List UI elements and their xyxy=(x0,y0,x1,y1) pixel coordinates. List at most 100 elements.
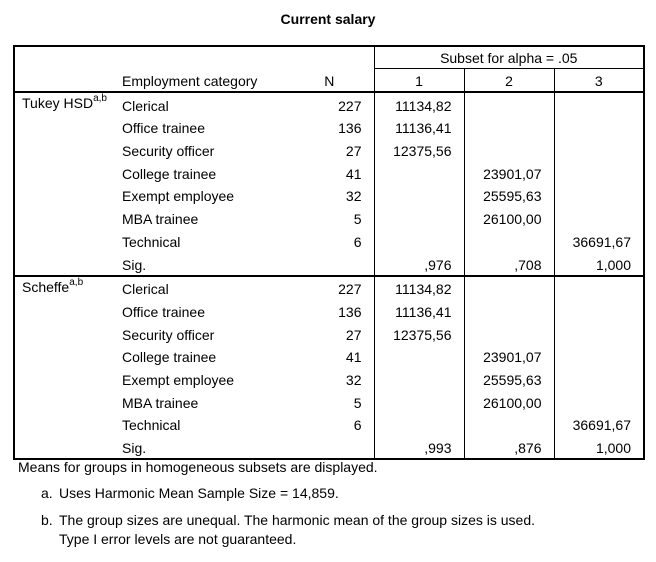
category-label: Security officer xyxy=(122,143,215,160)
n-value: 136 xyxy=(285,299,375,322)
footnote-a: Uses Harmonic Mean Sample Size = 14,859. xyxy=(59,485,339,501)
n-value xyxy=(285,435,375,459)
subset-1-header: 1 xyxy=(374,68,465,93)
subset-2-value xyxy=(464,92,555,116)
table-row: Technical 6 36691,67 xyxy=(14,412,644,436)
table-row: Security officer 27 12375,56 xyxy=(14,321,644,345)
category-label: Clerical xyxy=(119,274,285,300)
subset-2-value: 23901,07 xyxy=(464,344,555,368)
category-label: Exempt employee xyxy=(122,188,235,205)
subset-1-value: ,993 xyxy=(374,435,465,459)
subset-1-value xyxy=(374,206,465,230)
test-name-text: Scheffe xyxy=(22,278,70,295)
footnote-b-line2: Type I error levels are not guaranteed. xyxy=(59,531,297,547)
n-value: 136 xyxy=(285,115,375,139)
footnote-ref: a,b xyxy=(93,93,107,104)
n-value: 5 xyxy=(285,206,375,230)
table-row: Exempt employee 32 25595,63 xyxy=(14,183,644,207)
subset-3-value xyxy=(554,161,644,184)
table-row: Tukey HSDa,b Clerical 227 11134,82 xyxy=(14,92,644,116)
n-value: 27 xyxy=(285,138,375,162)
subset-3-value xyxy=(554,322,644,345)
table-row: Office trainee 136 11136,41 xyxy=(14,115,644,139)
category-label: MBA trainee xyxy=(122,394,199,411)
n-value: 227 xyxy=(285,274,375,300)
subset-2-value: 23901,07 xyxy=(464,161,555,184)
subset-1-value: 11136,41 xyxy=(374,115,465,139)
n-value: 27 xyxy=(285,321,375,345)
subset-2-value: 26100,00 xyxy=(464,206,555,230)
subset-3-value xyxy=(554,206,644,229)
subset-2-value: ,708 xyxy=(464,251,555,276)
homogeneous-subsets-table: N Subset for alpha = .05 Employment cate… xyxy=(13,45,645,460)
subset-3-header: 3 xyxy=(554,68,644,93)
category-label: Technical xyxy=(122,233,181,250)
table-row: Exempt employee 32 25595,63 xyxy=(14,367,644,390)
table-row: College trainee 41 23901,07 xyxy=(14,344,644,368)
subset-1-value xyxy=(374,367,465,390)
category-label: Clerical xyxy=(122,97,169,114)
table-row: MBA trainee 5 26100,00 xyxy=(14,206,644,230)
subset-3-value xyxy=(554,116,644,139)
footnote-b-line1: The group sizes are unequal. The harmoni… xyxy=(59,512,536,528)
category-label: Office trainee xyxy=(122,303,206,320)
subset-3-value xyxy=(554,274,644,300)
table-row: Technical 6 36691,67 xyxy=(14,229,644,252)
subset-1-value: 12375,56 xyxy=(374,138,465,162)
subset-1-value: ,976 xyxy=(374,251,465,276)
subset-3-value xyxy=(554,184,644,207)
n-value xyxy=(285,251,375,276)
subset-2-value xyxy=(464,229,555,252)
test-name-text: Tukey HSD xyxy=(22,95,94,111)
corner-cell xyxy=(14,46,285,69)
n-header: N xyxy=(285,46,375,93)
subset-2-header: 2 xyxy=(464,68,555,93)
category-header: Employment category xyxy=(119,68,285,93)
subset-1-value xyxy=(374,161,465,184)
table-row: Office trainee 136 11136,41 xyxy=(14,299,644,322)
category-label: Sig. xyxy=(122,256,147,273)
table-row: Sig. ,976,708 1,000 xyxy=(14,251,644,276)
subset-1-value xyxy=(374,183,465,207)
subset-3-value: 1,000 xyxy=(595,440,631,456)
category-label: Technical xyxy=(122,417,181,434)
subset-2-value xyxy=(464,299,555,322)
table-row: Security officer 27 12375,56 xyxy=(14,138,644,162)
subset-2-value: 25595,63 xyxy=(464,367,555,390)
category-label: College trainee xyxy=(122,349,217,366)
n-value: 6 xyxy=(285,412,375,436)
subset-3-value xyxy=(554,367,644,390)
footnote-b-marker: b. xyxy=(41,512,53,528)
category-label: Sig. xyxy=(122,440,147,456)
subset-3-value: 36691,67 xyxy=(572,233,631,250)
subset-1-value xyxy=(374,229,465,252)
subset-2-value xyxy=(464,321,555,345)
subset-1-value xyxy=(374,412,465,436)
subset-1-value: 11134,82 xyxy=(374,92,465,116)
n-value: 32 xyxy=(285,367,375,390)
category-label: College trainee xyxy=(122,165,217,182)
n-value: 227 xyxy=(285,92,375,116)
subset-3-value xyxy=(554,345,644,368)
subset-3-value xyxy=(554,138,644,161)
subset-3-value xyxy=(554,390,644,413)
table-row: College trainee 41 23901,07 xyxy=(14,161,644,184)
subset-3-value xyxy=(554,92,644,116)
category-label: MBA trainee xyxy=(122,211,199,228)
subset-2-value xyxy=(464,412,555,436)
subset-2-value: 25595,63 xyxy=(464,183,555,207)
subset-2-value: ,876 xyxy=(464,435,555,459)
subset-header: Subset for alpha = .05 xyxy=(374,46,644,69)
table-row: Scheffea,b Clerical 227 11134,82 xyxy=(14,274,644,459)
table-row: Sig. ,993,876 1,000 xyxy=(14,435,644,459)
footnote-main: Means for groups in homogeneous subsets … xyxy=(18,459,378,475)
subset-2-value xyxy=(464,115,555,139)
subset-2-value xyxy=(464,274,555,300)
subset-1-value: 11134,82 xyxy=(374,274,465,300)
table-row: MBA trainee 5 26100,00 xyxy=(14,389,644,413)
test-name: Tukey HSDa,b xyxy=(14,92,119,276)
n-value: 5 xyxy=(285,389,375,413)
category-label: Exempt employee xyxy=(122,371,235,388)
subset-1-value: 12375,56 xyxy=(374,321,465,345)
footnote-ref: a,b xyxy=(69,276,84,288)
